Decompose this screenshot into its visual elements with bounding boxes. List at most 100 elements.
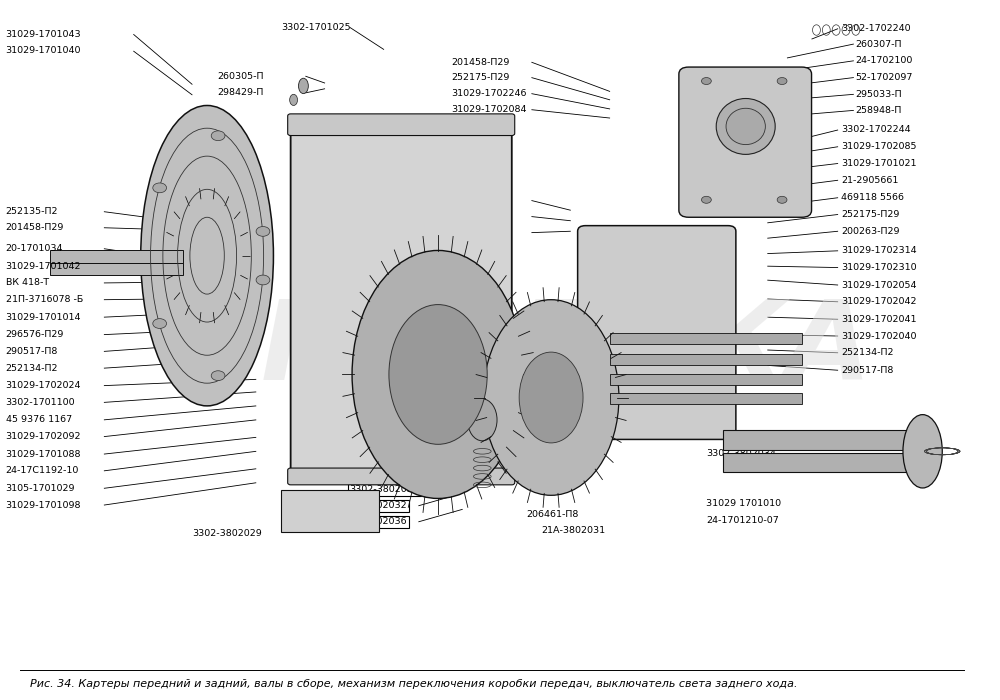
Ellipse shape [519, 352, 583, 443]
Text: 14-3802036: 14-3802036 [350, 517, 407, 526]
Ellipse shape [256, 275, 270, 285]
Ellipse shape [701, 196, 711, 203]
Ellipse shape [211, 371, 225, 381]
Text: 31029-1702310: 31029-1702310 [841, 263, 917, 272]
Text: 260307-П: 260307-П [856, 39, 902, 48]
Text: 469118 5566: 469118 5566 [841, 193, 904, 202]
Text: 31029-1701014: 31029-1701014 [6, 313, 81, 322]
Text: 200263-П29: 200263-П29 [841, 227, 900, 236]
Ellipse shape [153, 318, 167, 328]
Text: 31029-1702041: 31029-1702041 [841, 315, 917, 324]
Text: 31029-1701043: 31029-1701043 [6, 29, 81, 38]
Text: 31029-1702092: 31029-1702092 [6, 432, 81, 441]
Ellipse shape [299, 78, 308, 94]
Text: 295033-П: 295033-П [856, 90, 902, 99]
Text: 3302-1701025: 3302-1701025 [281, 22, 350, 32]
Bar [610, 354, 802, 365]
Text: 20-1701034: 20-1701034 [6, 244, 63, 253]
Text: 31029-1701021: 31029-1701021 [841, 159, 917, 168]
Ellipse shape [153, 183, 167, 193]
Text: 252135-П2: 252135-П2 [6, 207, 58, 216]
Ellipse shape [483, 300, 619, 496]
Text: ПЛА: ПЛА [261, 297, 532, 403]
Text: 31029-1702024: 31029-1702024 [6, 381, 81, 390]
FancyBboxPatch shape [288, 468, 515, 485]
Text: 258948-П: 258948-П [856, 106, 902, 115]
Text: 31029-1702080: 31029-1702080 [350, 449, 425, 458]
Text: 252175-П29: 252175-П29 [451, 73, 509, 82]
Text: 252175-П29: 252175-П29 [841, 210, 899, 219]
Ellipse shape [701, 78, 711, 85]
Ellipse shape [211, 131, 225, 141]
Text: 3302-1701046: 3302-1701046 [350, 433, 419, 442]
Text: 260305-П: 260305-П [217, 71, 263, 80]
Text: 298429-П: 298429-П [217, 88, 263, 97]
FancyBboxPatch shape [291, 123, 512, 483]
Text: 31029-1701042: 31029-1701042 [6, 262, 81, 271]
Text: 290517-П8: 290517-П8 [841, 366, 893, 375]
Text: 31029-1702040: 31029-1702040 [841, 332, 917, 340]
FancyBboxPatch shape [281, 490, 379, 531]
Text: 290517-П8: 290517-П8 [6, 347, 58, 356]
Text: 252134-П2: 252134-П2 [6, 364, 58, 372]
FancyBboxPatch shape [578, 225, 736, 440]
Ellipse shape [777, 78, 787, 85]
Bar [610, 393, 802, 405]
Text: 31029-1702084: 31029-1702084 [451, 105, 526, 114]
Text: 45 9376 1167: 45 9376 1167 [6, 415, 72, 424]
Text: 31029-1702085: 31029-1702085 [841, 142, 917, 151]
Text: 2 6906-П: 2 6906-П [451, 228, 494, 237]
Text: 21-2905661: 21-2905661 [841, 176, 898, 185]
Text: 31029-1701098: 31029-1701098 [6, 500, 81, 510]
Text: 3302-3802030: 3302-3802030 [350, 485, 419, 494]
Text: 3302-1702244: 3302-1702244 [841, 125, 911, 134]
Text: 24-1701210-07: 24-1701210-07 [706, 516, 779, 525]
Text: 252155-П2: 252155-П2 [451, 212, 503, 221]
Text: 31029-1702246: 31029-1702246 [451, 89, 526, 98]
Text: 21А-3802031: 21А-3802031 [541, 526, 605, 536]
Ellipse shape [777, 196, 787, 203]
Text: 3105-1701029: 3105-1701029 [6, 484, 75, 493]
Text: 3302-3802029: 3302-3802029 [192, 528, 262, 538]
Text: 201458-П29: 201458-П29 [451, 57, 509, 66]
Bar [610, 374, 802, 385]
Text: 24-17С1192-10: 24-17С1192-10 [6, 466, 79, 475]
Text: 31029 1701010: 31029 1701010 [706, 499, 782, 508]
Text: 14-3802032: 14-3802032 [350, 501, 407, 510]
Text: 31029-1702054: 31029-1702054 [841, 281, 917, 290]
Bar [50, 262, 183, 275]
Text: 296576-П29: 296576-П29 [6, 330, 64, 339]
Text: 52-1702097: 52-1702097 [856, 73, 913, 82]
Text: 3302-1701100: 3302-1701100 [6, 398, 75, 407]
Ellipse shape [716, 99, 775, 155]
Bar [610, 333, 802, 344]
Bar [723, 430, 920, 450]
Text: Рис. 34. Картеры передний и задний, валы в сборе, механизм переключения коробки : Рис. 34. Картеры передний и задний, валы… [30, 679, 798, 689]
FancyBboxPatch shape [288, 114, 515, 136]
Text: 201458-П29: 201458-П29 [6, 223, 64, 232]
Ellipse shape [352, 251, 524, 498]
Bar [50, 250, 183, 262]
Ellipse shape [290, 94, 298, 106]
Text: 252134-П2: 252134-П2 [841, 349, 894, 357]
Text: 3302-1702240: 3302-1702240 [841, 24, 911, 33]
Text: 3302-3802034: 3302-3802034 [706, 449, 776, 458]
Text: 21П-3716078 -Б: 21П-3716078 -Б [6, 295, 83, 304]
Text: 31029-1702075: 31029-1702075 [350, 465, 425, 474]
Ellipse shape [468, 399, 497, 441]
Text: 31029-1701088: 31029-1701088 [6, 449, 81, 459]
Text: 31029-1701040: 31029-1701040 [6, 46, 81, 55]
FancyBboxPatch shape [679, 67, 812, 217]
Text: ВК 418-Т: ВК 418-Т [6, 279, 49, 288]
Bar [723, 453, 920, 473]
Ellipse shape [389, 304, 487, 444]
Text: 206461-П8: 206461-П8 [527, 510, 579, 519]
Ellipse shape [903, 414, 942, 488]
Text: 31029-1702042: 31029-1702042 [841, 298, 917, 307]
Ellipse shape [726, 108, 765, 145]
Text: 24-1702100: 24-1702100 [856, 56, 913, 65]
Ellipse shape [256, 227, 270, 237]
Text: 201454- 129: 201454- 129 [451, 196, 511, 205]
Ellipse shape [141, 106, 273, 406]
Text: ТИКА: ТИКА [527, 297, 872, 403]
